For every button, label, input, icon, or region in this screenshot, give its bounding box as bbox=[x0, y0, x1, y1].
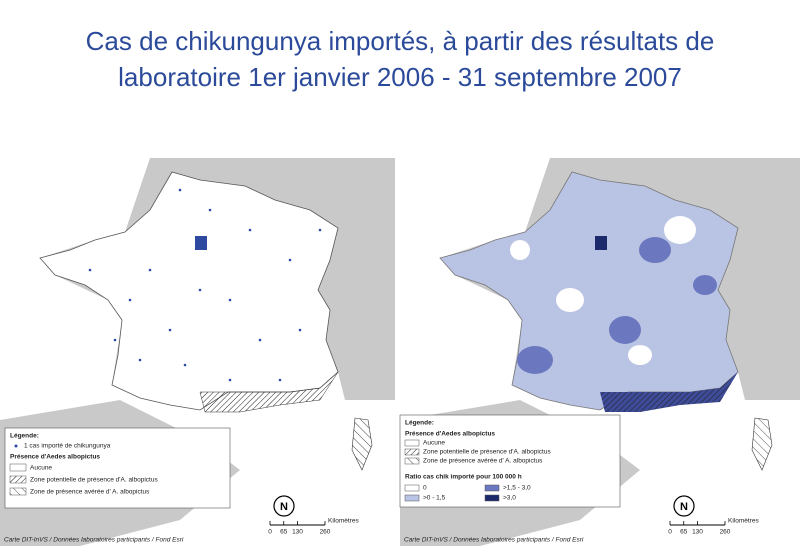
scale-label: 0 bbox=[668, 529, 672, 536]
legend-label: >0 - 1,5 bbox=[423, 495, 446, 502]
scale-unit: Kilomètres bbox=[728, 518, 759, 525]
scale-label: 130 bbox=[692, 529, 703, 536]
legend-swatch bbox=[484, 484, 500, 492]
legend-swatch bbox=[404, 494, 420, 502]
legend-heading: Légende: bbox=[10, 433, 39, 440]
legend-subheading: Présence d'Aedes albopictus bbox=[10, 454, 100, 461]
north-label: N bbox=[680, 501, 688, 513]
legend-subheading: Présence d'Aedes albopictus bbox=[405, 431, 495, 438]
scale-label: 0 bbox=[268, 529, 272, 536]
north-label: N bbox=[280, 501, 288, 513]
legend-label: Zone potentielle de présence d'A. albopi… bbox=[423, 449, 551, 456]
legend-label: 1 cas importé de chikungunya bbox=[24, 443, 111, 450]
north-arrow bbox=[273, 495, 295, 517]
scale-label: 65 bbox=[680, 529, 688, 536]
legend-label: Zone de présence avérée d' A. albopictus bbox=[30, 489, 150, 496]
legend-label: Aucune bbox=[30, 465, 52, 472]
legend-heading: Légende: bbox=[405, 420, 434, 427]
scale-group: N 0 65 130 260 Kilomètres bbox=[668, 495, 759, 536]
scale-label: 260 bbox=[320, 529, 331, 536]
scale-group: N 0 65 130 260 Kilomètres bbox=[268, 495, 359, 536]
right-map: Légende: Présence d'Aedes albopictus Auc… bbox=[399, 158, 800, 546]
legend-label: Zone potentielle de présence d'A. albopi… bbox=[30, 477, 158, 484]
north-arrow bbox=[673, 495, 695, 517]
title-line: Cas de chikungunya importés, à partir de… bbox=[86, 26, 715, 56]
legend-swatch bbox=[484, 494, 500, 502]
legend-label: >3,0 bbox=[503, 495, 516, 502]
legend-label: 0 bbox=[423, 485, 427, 492]
scale-label: 130 bbox=[292, 529, 303, 536]
title-line: laboratoire 1er janvier 2006 - 31 septem… bbox=[118, 62, 682, 92]
scale-label: 260 bbox=[720, 529, 731, 536]
scale-label: 65 bbox=[280, 529, 288, 536]
left-map: Légende: 1 cas importé de chikungunya Pr… bbox=[0, 158, 395, 546]
credit: Carte DIT-InVS / Données laboratoires pa… bbox=[404, 537, 584, 544]
legend-label: Zone de présence avérée d' A. albopictus bbox=[423, 458, 543, 465]
legend-label: >1,5 - 3,0 bbox=[503, 485, 531, 492]
legend-label: Aucune bbox=[423, 440, 445, 447]
credit: Carte DIT-InVS / Données laboratoires pa… bbox=[4, 537, 184, 544]
legend-subheading: Ratio cas chik importé pour 100 000 h bbox=[405, 474, 522, 481]
legend-swatch bbox=[404, 484, 420, 492]
scale-unit: Kilomètres bbox=[328, 518, 359, 525]
ratio-legend: 0 >1,5 - 3,0 >0 - 1,5 >3,0 bbox=[404, 484, 531, 502]
